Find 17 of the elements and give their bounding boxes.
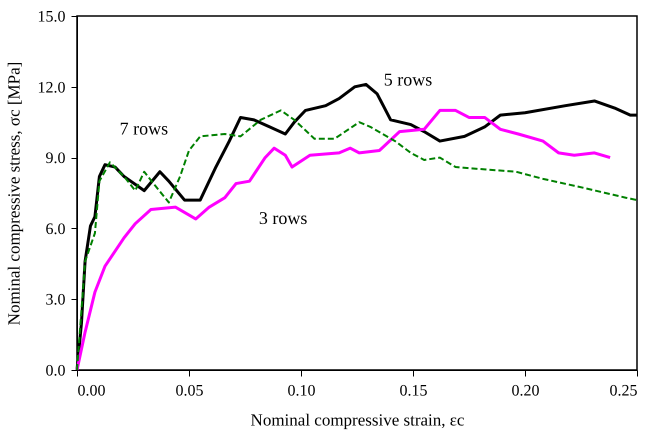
y-tick-label: 3.0 bbox=[46, 292, 66, 309]
x-tick-label: 0.05 bbox=[176, 382, 204, 400]
x-tick-label: 0.10 bbox=[288, 382, 316, 400]
y-tick-label: 9.0 bbox=[46, 150, 66, 168]
y-tick-label: 12.0 bbox=[38, 79, 66, 96]
x-axis-title: Nominal compressive strain, εc bbox=[250, 410, 465, 430]
y-tick-label: 6.0 bbox=[46, 220, 66, 238]
x-tick-label: 0.00 bbox=[78, 382, 106, 400]
x-tick-label: 0.25 bbox=[610, 382, 638, 400]
y-tick-label: 0.0 bbox=[46, 362, 66, 380]
x-tick-label: 0.15 bbox=[400, 382, 428, 400]
series-label: 3 rows bbox=[258, 208, 308, 228]
y-tick-label: 15.0 bbox=[38, 8, 66, 26]
series-label: 7 rows bbox=[120, 118, 168, 138]
y-axis-title: Nominal compressive stress, σc [MPa] bbox=[4, 62, 24, 326]
series-label: 5 rows bbox=[384, 69, 432, 90]
x-tick-label: 0.20 bbox=[512, 382, 540, 400]
